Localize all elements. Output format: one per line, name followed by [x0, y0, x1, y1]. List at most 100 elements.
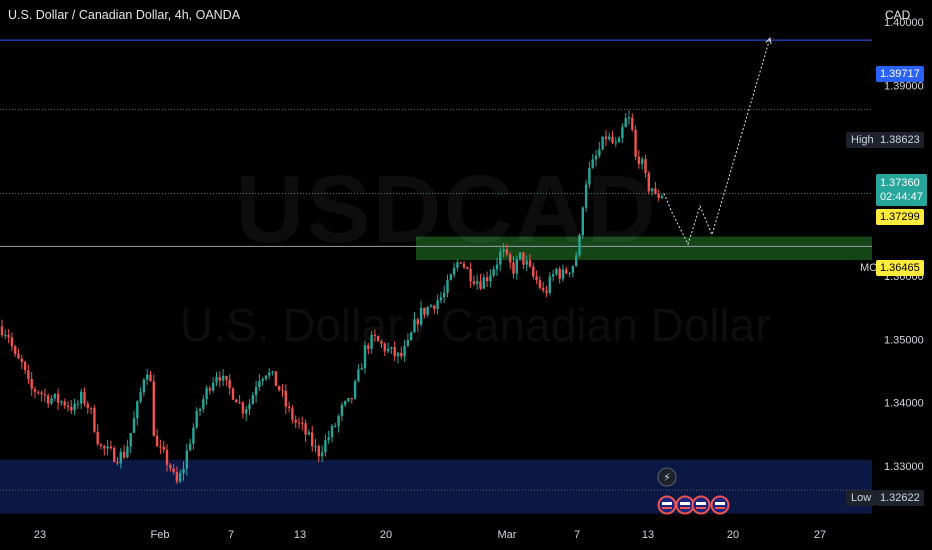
x-tick-label: Mar — [498, 529, 517, 541]
x-tick-label: 13 — [294, 529, 306, 541]
candle-body — [301, 423, 304, 425]
candle-body — [113, 448, 116, 462]
candle-body — [327, 437, 330, 440]
candle-body — [228, 379, 231, 389]
candle-body — [188, 443, 192, 451]
candle-body — [449, 274, 452, 281]
y-tick-label: 1.40000 — [884, 17, 924, 29]
candle-body — [555, 268, 558, 275]
candle-body — [393, 347, 396, 357]
candle-body — [93, 407, 96, 432]
support-zone — [0, 459, 872, 514]
watermark-symbol: USDCAD — [235, 156, 658, 263]
candle-body — [617, 138, 621, 143]
mo-tag: MO — [860, 262, 878, 274]
candle-body — [377, 336, 380, 342]
candle-body — [360, 367, 363, 370]
candle-body — [551, 274, 555, 277]
candle-body — [129, 432, 132, 447]
candle-body — [311, 432, 314, 447]
candle-body — [317, 446, 320, 457]
candle-body — [357, 369, 360, 381]
x-tick-label: 27 — [814, 529, 826, 541]
candle-body — [208, 388, 212, 391]
candle-body — [548, 276, 551, 294]
us-flag-stripe — [680, 502, 690, 505]
candle-body — [122, 451, 126, 458]
candle-body — [70, 406, 73, 411]
candle-body — [479, 281, 482, 289]
candle-body — [505, 249, 509, 255]
candle-body — [495, 264, 499, 270]
candle-body — [231, 388, 235, 400]
candle-body — [89, 407, 93, 409]
candle-body — [373, 334, 377, 337]
candle-body — [499, 251, 502, 265]
candle-body — [86, 403, 89, 408]
candle-body — [423, 307, 426, 315]
x-tick-label: 7 — [228, 529, 234, 541]
candle-body — [456, 262, 459, 268]
candle-body — [106, 446, 109, 449]
x-tick-label: 7 — [574, 529, 580, 541]
candle-body — [476, 281, 479, 284]
candle-body — [641, 159, 644, 164]
candle-body — [568, 272, 571, 274]
us-flag-stripe — [696, 507, 706, 509]
us-flag-stripe — [680, 507, 690, 509]
candle-body — [20, 358, 23, 362]
candle-body — [509, 254, 512, 263]
candle-body — [63, 401, 66, 406]
candle-body — [43, 394, 47, 396]
candle-body — [330, 426, 334, 438]
candle-body — [492, 269, 495, 276]
candle-body — [271, 371, 274, 373]
candle-body — [634, 129, 637, 157]
y-tick-label: 1.35000 — [884, 334, 924, 346]
candle-body — [159, 446, 162, 448]
candle-body — [380, 341, 383, 344]
candle-body — [591, 159, 594, 168]
candle-body — [241, 402, 245, 414]
lightning-icon — [657, 467, 677, 487]
candle-body — [344, 401, 347, 405]
currency-label: CAD — [885, 8, 911, 22]
candle-body — [149, 374, 152, 382]
candle-body — [245, 409, 248, 414]
candle-body — [542, 287, 545, 291]
candle-body — [248, 404, 251, 410]
candle-body — [83, 391, 86, 404]
candle-body — [14, 346, 17, 355]
candle-body — [284, 390, 287, 407]
candle-body — [215, 377, 218, 383]
candle-body — [588, 167, 591, 185]
candle-body — [525, 260, 528, 265]
candle-body — [119, 451, 122, 464]
candle-body — [254, 387, 258, 396]
candle-body — [565, 269, 568, 274]
candle-body — [439, 297, 443, 301]
candle-body — [340, 404, 344, 416]
candle-body — [472, 281, 476, 284]
candle-body — [462, 263, 466, 268]
candle-body — [175, 472, 179, 482]
candle-body — [347, 397, 350, 402]
candle-body — [169, 464, 172, 469]
candle-body — [7, 334, 10, 338]
candle-body — [4, 334, 7, 336]
candle-body — [466, 267, 469, 269]
candle-body — [307, 432, 311, 435]
candle-body — [353, 380, 357, 399]
candle-body — [225, 375, 228, 380]
candle-body — [320, 452, 324, 457]
candle-body — [650, 188, 654, 192]
candle-body — [235, 399, 238, 403]
candle-body — [172, 468, 175, 473]
candle-body — [624, 118, 627, 128]
x-tick-label: Feb — [151, 529, 170, 541]
candle-body — [416, 319, 419, 325]
watermark-name: U.S. Dollar / Canadian Dollar — [180, 299, 771, 351]
candle-body — [17, 354, 20, 359]
candle-body — [40, 392, 43, 395]
